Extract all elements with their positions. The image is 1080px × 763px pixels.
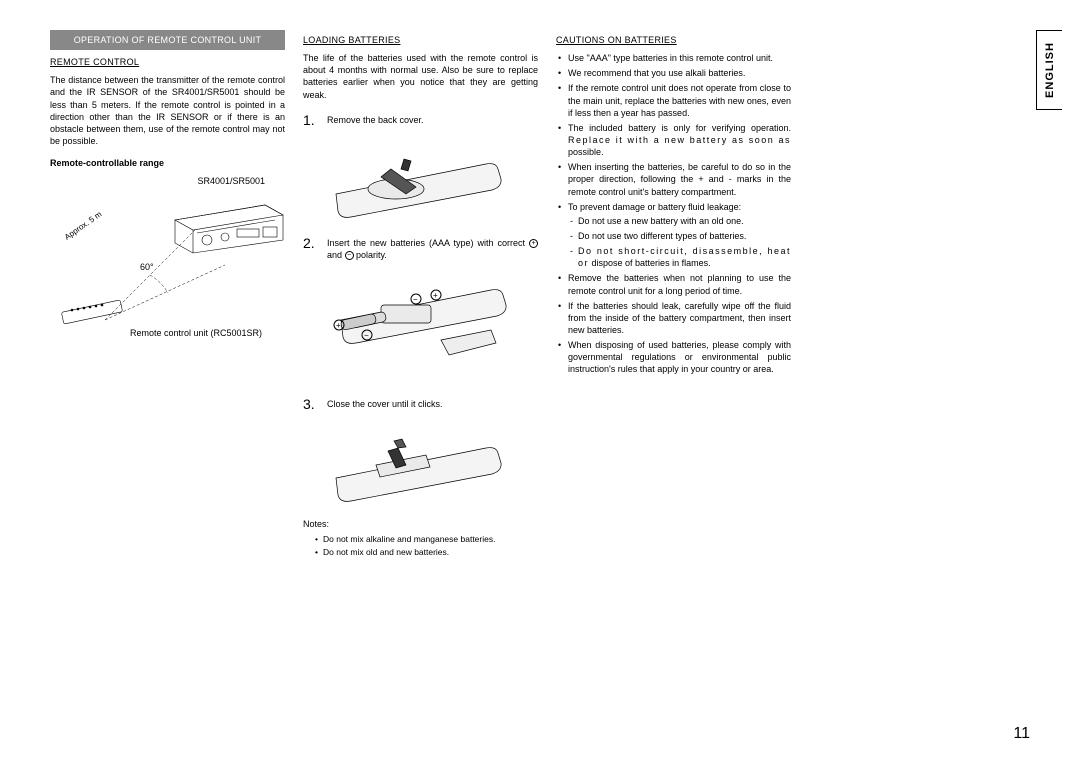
sub-item: Do not use two different types of batter… — [568, 230, 791, 242]
step-number: 3. — [303, 395, 319, 414]
range-diagram: SR4001/SR5001 — [50, 175, 285, 335]
note-item: Do not mix alkaline and manganese batter… — [303, 534, 538, 545]
notes-label: Notes: — [303, 518, 538, 530]
step-text: Remove the back cover. — [327, 111, 424, 126]
caution-item: Use "AAA" type batteries in this remote … — [556, 52, 791, 64]
step-3-image — [303, 418, 538, 508]
manual-page: OPERATION OF REMOTE CONTROL UNIT REMOTE … — [50, 30, 1030, 561]
language-label: ENGLISH — [1044, 42, 1056, 98]
step-1-image — [303, 134, 538, 224]
step-2: 2. Insert the new batteries (AAA type) w… — [303, 234, 538, 261]
step-2-image: + − − + — [303, 265, 538, 385]
close-cover-icon — [326, 423, 516, 503]
caution-item: When disposing of used batteries, please… — [556, 339, 791, 375]
remote-unit-label: Remote control unit (RC5001SR) — [130, 327, 262, 339]
caution-item: We recommend that you use alkali batteri… — [556, 67, 791, 79]
svg-text:+: + — [433, 291, 438, 300]
sub-item: Do not short-circuit, disassemble, heat … — [568, 245, 791, 269]
caution-item: The included battery is only for verifyi… — [556, 122, 791, 158]
paragraph: The life of the batteries used with the … — [303, 52, 538, 101]
remove-cover-icon — [326, 139, 516, 219]
step-3: 3. Close the cover until it clicks. — [303, 395, 538, 414]
page-number: 11 — [1013, 725, 1030, 743]
step-text: Insert the new batteries (AAA type) with… — [327, 234, 538, 261]
range-label: Remote-controllable range — [50, 157, 285, 169]
caution-item: When inserting the batteries, be careful… — [556, 161, 791, 197]
sub-item: Do not use a new battery with an old one… — [568, 215, 791, 227]
caution-item: To prevent damage or battery fluid leaka… — [556, 201, 791, 270]
column-1: OPERATION OF REMOTE CONTROL UNIT REMOTE … — [50, 30, 285, 561]
caution-item: Remove the batteries when not planning t… — [556, 272, 791, 296]
svg-text:+: + — [336, 321, 341, 330]
column-2: LOADING BATTERIES The life of the batter… — [303, 30, 538, 561]
sub-header-loading: LOADING BATTERIES — [303, 34, 538, 46]
sub-header-remote: REMOTE CONTROL — [50, 56, 285, 68]
svg-text:−: − — [413, 295, 418, 304]
notes-list: Do not mix alkaline and manganese batter… — [303, 534, 538, 559]
language-tab: ENGLISH — [1036, 30, 1062, 110]
insert-battery-icon: + − − + — [321, 265, 521, 385]
caution-item: If the remote control unit does not oper… — [556, 82, 791, 118]
remote-icon — [60, 290, 130, 325]
step-number: 2. — [303, 234, 319, 253]
svg-text:−: − — [364, 331, 369, 340]
section-header: OPERATION OF REMOTE CONTROL UNIT — [50, 30, 285, 50]
note-item: Do not mix old and new batteries. — [303, 547, 538, 558]
caution-text: To prevent damage or battery fluid leaka… — [568, 202, 741, 212]
sub-header-cautions: CAUTIONS ON BATTERIES — [556, 34, 791, 46]
step-number: 1. — [303, 111, 319, 130]
paragraph: The distance between the transmitter of … — [50, 74, 285, 147]
caution-item: If the batteries should leak, carefully … — [556, 300, 791, 336]
sub-list: Do not use a new battery with an old one… — [568, 215, 791, 270]
column-3: CAUTIONS ON BATTERIES Use "AAA" type bat… — [556, 30, 791, 561]
cautions-list: Use "AAA" type batteries in this remote … — [556, 52, 791, 375]
angle-label: 60° — [140, 261, 154, 273]
step-text: Close the cover until it clicks. — [327, 395, 443, 410]
step-1: 1. Remove the back cover. — [303, 111, 538, 130]
